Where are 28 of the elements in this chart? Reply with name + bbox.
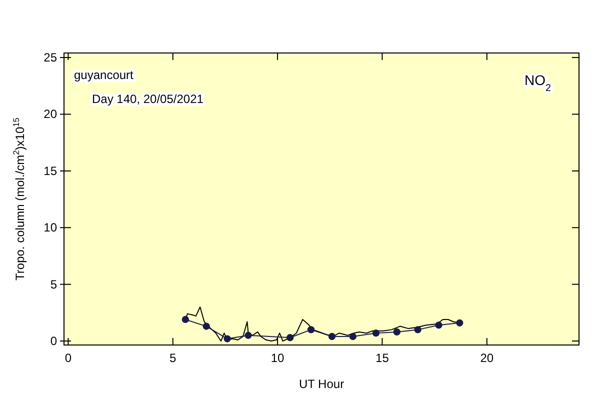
y-tick-label: 0 (50, 334, 58, 348)
point (224, 335, 231, 342)
y-tick-label: 5 (50, 277, 58, 292)
y-tick-label: 25 (44, 50, 58, 65)
y-tick-label: 15 (44, 164, 58, 178)
point (372, 330, 380, 337)
y-tick-label: 10 (44, 220, 58, 235)
point (244, 332, 252, 339)
point (328, 332, 336, 340)
annotation: NO$_{2}$ (524, 72, 551, 94)
point (307, 326, 315, 334)
point (286, 334, 294, 342)
annotation: Day 140, 20/05/2021 (92, 92, 204, 106)
annotation: guyancourt (74, 68, 134, 82)
point (414, 326, 422, 334)
x-tick-label: 0 (64, 351, 72, 365)
y-tick-label: 20 (44, 107, 58, 122)
point (393, 328, 400, 336)
x-tick-label: 15 (376, 351, 390, 365)
point (202, 322, 210, 330)
x-tick-label: 10 (270, 351, 285, 365)
point (456, 319, 464, 326)
x-axis-title: UT Hour (298, 377, 344, 391)
point (349, 332, 356, 340)
point (435, 322, 442, 329)
x-tick-label: 20 (480, 351, 494, 365)
point (182, 316, 189, 324)
x-tick-label: 5 (170, 351, 177, 365)
